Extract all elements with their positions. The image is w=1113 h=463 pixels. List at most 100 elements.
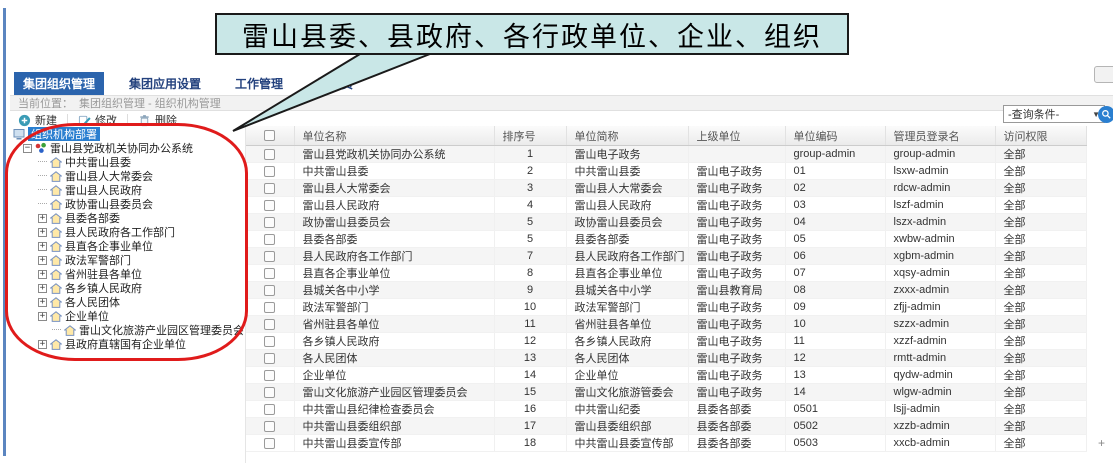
tree-node[interactable]: + 各乡镇人民政府	[10, 281, 244, 295]
table-row[interactable]: 省州驻县各单位 11 省州驻县各单位 雷山电子政务 10 szzx-admin 全部	[246, 315, 1087, 333]
tab-group-org-management[interactable]: 集团组织管理	[14, 71, 105, 95]
tree-node[interactable]: + 企业单位	[10, 309, 244, 323]
table-row[interactable]: 中共雷山县委组织部 17 雷山县委组织部 县委各部委 0502 xzzb-admin 全部	[246, 417, 1087, 435]
col-header-access-right[interactable]: 访问权限	[995, 126, 1087, 146]
search-button[interactable]	[1098, 106, 1113, 123]
tree-node[interactable]: 政协雷山县委员会	[10, 197, 244, 211]
row-checkbox[interactable]	[264, 420, 276, 432]
row-checkbox[interactable]	[264, 165, 276, 177]
cell-code: 03	[785, 196, 886, 214]
cell-admin: zfjj-admin	[885, 298, 996, 316]
tab-work-management[interactable]: 工作管理	[235, 76, 284, 91]
col-header-short-name[interactable]: 单位简称	[566, 126, 689, 146]
row-checkbox[interactable]	[264, 369, 276, 381]
col-header-unit-name[interactable]: 单位名称	[294, 126, 495, 146]
table-row[interactable]: 政协雷山县委员会 5 政协雷山县委员会 雷山电子政务 04 lszx-admin 全部	[246, 213, 1087, 231]
expand-plus-icon[interactable]: +	[38, 268, 47, 279]
top-right-cutoff-button[interactable]	[1094, 66, 1113, 83]
row-checkbox[interactable]	[264, 233, 276, 245]
table-row[interactable]: 中共雷山县委 2 中共雷山县委 雷山电子政务 01 lsxw-admin 全部	[246, 162, 1087, 180]
tab-group-app-settings[interactable]: 集团应用设置	[129, 76, 202, 91]
col-header-sort-no[interactable]: 排序号	[494, 126, 567, 146]
tree-node-label[interactable]: 县人民政府各工作部门	[65, 227, 175, 239]
cell-short: 县直各企事业单位	[566, 264, 689, 282]
modify-button[interactable]: 修改	[78, 112, 117, 128]
tree-node-label[interactable]: 企业单位	[65, 311, 109, 323]
tree-root-node[interactable]: 组织机构部署	[10, 127, 244, 141]
tree-node-label[interactable]: 政法军警部门	[65, 255, 131, 267]
tree-node[interactable]: + 政法军警部门	[10, 253, 244, 267]
col-header-parent-unit[interactable]: 上级单位	[688, 126, 786, 146]
tree-node-label[interactable]: 政协雷山县委员会	[65, 199, 153, 211]
expand-plus-icon[interactable]: +	[38, 254, 47, 265]
table-row[interactable]: 县人民政府各工作部门 7 县人民政府各工作部门 雷山电子政务 06 xgbm-admin 全…	[246, 247, 1087, 265]
row-checkbox[interactable]	[264, 216, 276, 228]
table-row[interactable]: 政法军警部门 10 政法军警部门 雷山电子政务 09 zfjj-admin 全部	[246, 298, 1087, 316]
tree-connector	[38, 161, 47, 163]
table-row[interactable]: 雷山县人民政府 4 雷山县人民政府 雷山电子政务 03 lszf-admin 全部	[246, 196, 1087, 214]
row-checkbox[interactable]	[264, 318, 276, 330]
tree-node[interactable]: 雷山县人大常委会	[10, 169, 244, 183]
table-row[interactable]: 企业单位 14 企业单位 雷山电子政务 13 qydw-admin 全部	[246, 366, 1087, 384]
tree-node-label[interactable]: 县委各部委	[65, 213, 120, 225]
tree-node[interactable]: + 县人民政府各工作部门	[10, 225, 244, 239]
col-header-unit-code[interactable]: 单位编码	[785, 126, 886, 146]
row-checkbox[interactable]	[264, 403, 276, 415]
expand-plus-icon[interactable]: +	[38, 296, 47, 307]
tree-node[interactable]: 雷山文化旅游产业园区管理委员会	[10, 323, 244, 337]
tree-node-label[interactable]: 中共雷山县委	[65, 157, 131, 169]
row-checkbox[interactable]	[264, 386, 276, 398]
tree-node-label[interactable]: 雷山县人民政府	[65, 185, 142, 197]
table-row[interactable]: 雷山文化旅游产业园区管理委员会 15 雷山文化旅游管委会 雷山电子政务 14 wlgw-a…	[246, 383, 1087, 401]
row-checkbox[interactable]	[264, 148, 276, 160]
table-row[interactable]: 中共雷山县纪律检查委员会 16 中共雷山纪委 县委各部委 0501 lsjj-admin 全…	[246, 400, 1087, 418]
table-row[interactable]: 雷山县党政机关协同办公系统 1 雷山电子政务 group-admin group-adm…	[246, 145, 1087, 163]
delete-button[interactable]: 删除	[138, 112, 177, 128]
row-checkbox[interactable]	[264, 352, 276, 364]
tree-node-label[interactable]: 雷山县人大常委会	[65, 171, 153, 183]
row-checkbox[interactable]	[264, 335, 276, 347]
table-row[interactable]: 各人民团体 13 各人民团体 雷山电子政务 12 rmtt-admin 全部	[246, 349, 1087, 367]
tree-node-label[interactable]: 各乡镇人民政府	[65, 283, 142, 295]
col-header-admin-login[interactable]: 管理员登录名	[885, 126, 996, 146]
expand-plus-icon[interactable]: +	[38, 226, 47, 237]
expand-plus-icon[interactable]: +	[38, 240, 47, 251]
table-row[interactable]: 县委各部委 5 县委各部委 雷山电子政务 05 xwbw-admin 全部	[246, 230, 1087, 248]
row-checkbox[interactable]	[264, 199, 276, 211]
tree-node[interactable]: 中共雷山县委	[10, 155, 244, 169]
row-checkbox[interactable]	[264, 250, 276, 262]
tree-node[interactable]: 雷山县人民政府	[10, 183, 244, 197]
table-row[interactable]: 中共雷山县委宣传部 18 中共雷山县委宣传部 县委各部委 0503 xxcb-admin 全…	[246, 434, 1087, 452]
row-checkbox[interactable]	[264, 437, 276, 449]
table-row[interactable]: 县城关各中小学 9 县城关各中小学 雷山县教育局 08 zxxx-admin 全部	[246, 281, 1087, 299]
tree-node-label[interactable]: 县政府直辖国有企业单位	[65, 339, 186, 351]
expand-plus-icon[interactable]: +	[38, 310, 47, 321]
tree-root-label[interactable]: 组织机构部署	[28, 127, 100, 141]
row-checkbox[interactable]	[264, 301, 276, 313]
row-checkbox[interactable]	[264, 284, 276, 296]
table-row[interactable]: 雷山县人大常委会 3 雷山县人大常委会 雷山电子政务 02 rdcw-admin 全部	[246, 179, 1087, 197]
tree-node[interactable]: + 县直各企事业单位	[10, 239, 244, 253]
expand-plus-icon[interactable]: +	[38, 212, 47, 223]
query-condition-select[interactable]: -查询条件- ▼	[1003, 105, 1105, 123]
tree-node[interactable]: + 省州驻县各单位	[10, 267, 244, 281]
tree-node-label[interactable]: 省州驻县各单位	[65, 269, 142, 281]
row-checkbox[interactable]	[264, 267, 276, 279]
expand-plus-icon[interactable]: +	[38, 282, 47, 293]
tab-administrator[interactable]: 管理员	[317, 76, 354, 91]
table-row[interactable]: 县直各企事业单位 8 县直各企事业单位 雷山电子政务 07 xqsy-admin 全部	[246, 264, 1087, 282]
tree-node[interactable]: + 县委各部委	[10, 211, 244, 225]
tree-system-node[interactable]: − 雷山县党政机关协同办公系统	[10, 141, 244, 155]
table-row[interactable]: 各乡镇人民政府 12 各乡镇人民政府 雷山电子政务 11 xzzf-admin 全部	[246, 332, 1087, 350]
tree-node-label[interactable]: 县直各企事业单位	[65, 241, 153, 253]
tree-node[interactable]: + 各人民团体	[10, 295, 244, 309]
new-button[interactable]: 新建	[18, 112, 57, 128]
collapse-minus-icon[interactable]: −	[23, 142, 32, 153]
tree-system-label[interactable]: 雷山县党政机关协同办公系统	[50, 143, 193, 155]
expand-plus-icon[interactable]: +	[38, 338, 47, 349]
select-all-checkbox[interactable]	[264, 130, 276, 141]
tree-node-label[interactable]: 雷山文化旅游产业园区管理委员会	[79, 325, 244, 337]
tree-node-label[interactable]: 各人民团体	[65, 297, 120, 309]
row-checkbox[interactable]	[264, 182, 276, 194]
tree-node[interactable]: + 县政府直辖国有企业单位	[10, 337, 244, 351]
